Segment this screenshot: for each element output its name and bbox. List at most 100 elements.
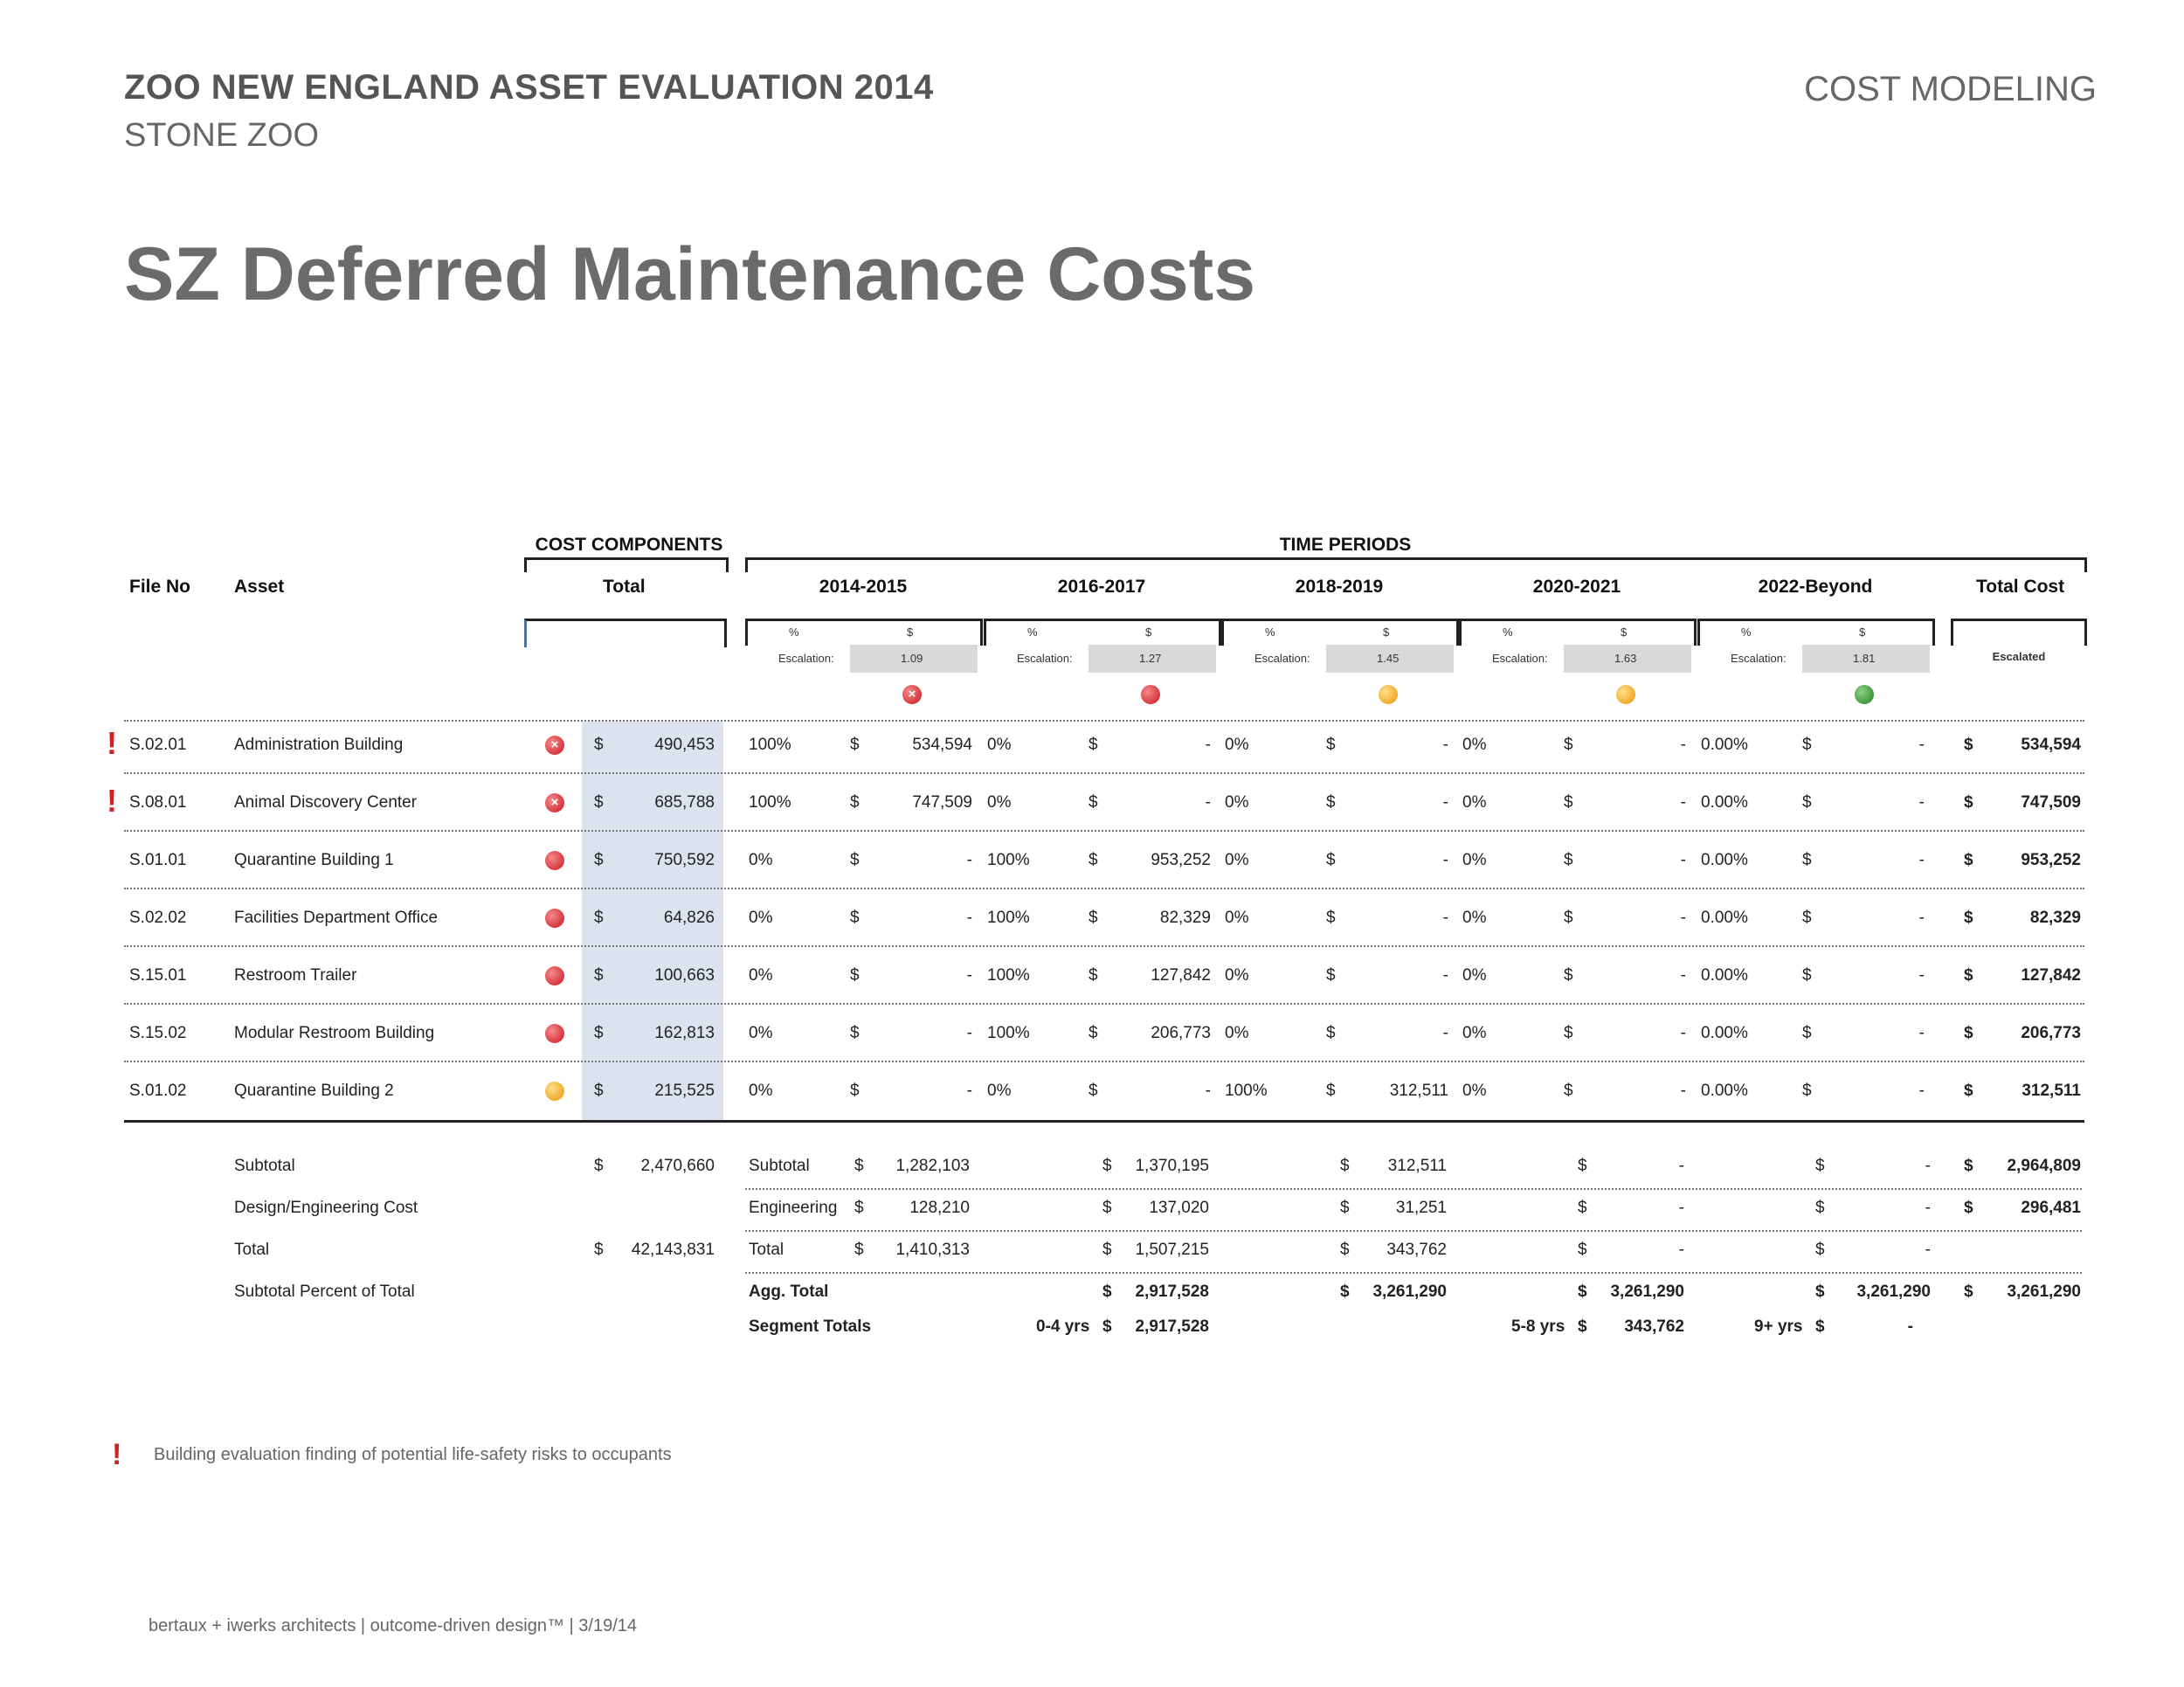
p5-segment-value: - bbox=[1907, 1317, 1913, 1336]
row-S-02-01-p4-pct: 0% bbox=[1462, 736, 1487, 754]
table-bottom-rule bbox=[124, 1120, 2084, 1123]
tc-summary-value-2: 3,261,290 bbox=[2007, 1283, 2081, 1301]
row-S-01-02-p3-value: 312,511 bbox=[1389, 1082, 1448, 1100]
p5-summary-value-2: - bbox=[1925, 1241, 1931, 1259]
row-S-01-01-p4-value: - bbox=[1680, 851, 1686, 869]
row-S-15-01-p4-value: - bbox=[1680, 966, 1686, 985]
period-5-label: 2022-Beyond bbox=[1758, 577, 1873, 597]
row-S-02-02-p1-pct: 0% bbox=[749, 909, 773, 927]
p4-summary-dollar-3: $ bbox=[1578, 1283, 1587, 1301]
period-2-dollar-symbol: $ bbox=[1145, 626, 1152, 639]
row-S-02-01-total-dollar: $ bbox=[594, 736, 604, 754]
row-S-15-01-p1-dollar: $ bbox=[850, 966, 860, 985]
row-S-15-02-p2-value: 206,773 bbox=[1151, 1024, 1211, 1042]
row-S-02-01-p2-dollar: $ bbox=[1089, 736, 1098, 754]
summary-total-grand-dollar: $ bbox=[594, 1241, 604, 1259]
row-S-01-01-p2-pct: 100% bbox=[987, 851, 1030, 869]
summary-divider-2 bbox=[745, 1272, 2082, 1274]
row-S-02-02-p1-value: - bbox=[966, 909, 972, 927]
p5-segment-dollar: $ bbox=[1815, 1317, 1825, 1336]
row-S-15-02-divider bbox=[124, 1061, 2084, 1062]
row-S-01-01-p1-dollar: $ bbox=[850, 851, 860, 869]
row-S-02-01-alert-icon: ! bbox=[107, 725, 117, 761]
row-S-01-01-p1-value: - bbox=[966, 851, 972, 869]
row-S-01-01-total-dollar: $ bbox=[594, 851, 604, 869]
row-S-02-01-p5-dollar: $ bbox=[1802, 736, 1812, 754]
period-5-escalation-label: Escalation: bbox=[1731, 652, 1787, 665]
row-S-02-01-p1-value: 534,594 bbox=[912, 736, 972, 754]
row-S-15-02-asset: Modular Restroom Building bbox=[234, 1024, 435, 1042]
row-S-02-02-total-cost-dollar: $ bbox=[1964, 909, 1973, 927]
row-S-08-01-p2-value: - bbox=[1205, 793, 1211, 812]
row-S-15-02-p1-dollar: $ bbox=[850, 1024, 860, 1042]
row-S-02-02-p5-value: - bbox=[1918, 909, 1925, 927]
total-column-shade bbox=[582, 722, 723, 1120]
period-4-factor-shade bbox=[1564, 645, 1691, 673]
row-S-08-01-alert-icon: ! bbox=[107, 783, 117, 819]
summary-total-label: Total bbox=[234, 1241, 270, 1259]
row-S-08-01-total: 685,788 bbox=[654, 793, 715, 812]
period-3-pct-symbol: % bbox=[1265, 626, 1275, 639]
row-S-08-01-p1-pct: 100% bbox=[749, 793, 791, 812]
p1-summary-label-2: Total bbox=[749, 1241, 784, 1259]
col-asset: Asset bbox=[234, 577, 285, 597]
period-1-status-icon: × bbox=[902, 685, 922, 704]
row-S-15-02-p5-value: - bbox=[1918, 1024, 1925, 1042]
period-1-label: 2014-2015 bbox=[819, 577, 908, 597]
row-S-15-02-status-icon bbox=[545, 1024, 564, 1043]
row-S-15-01-p2-value: 127,842 bbox=[1151, 966, 1211, 985]
p5-summary-dollar-0: $ bbox=[1815, 1157, 1825, 1175]
p1-summary-dollar-2: $ bbox=[854, 1241, 864, 1259]
row-S-08-01-p4-dollar: $ bbox=[1564, 793, 1573, 812]
row-S-02-02-p1-dollar: $ bbox=[850, 909, 860, 927]
period-2-status-icon bbox=[1141, 685, 1160, 704]
period-4-escalation-label: Escalation: bbox=[1492, 652, 1548, 665]
p1-summary-value-2: 1,410,313 bbox=[895, 1241, 970, 1259]
row-S-08-01-p2-pct: 0% bbox=[987, 793, 1012, 812]
row-S-08-01-status-icon: × bbox=[545, 793, 564, 812]
p3-summary-dollar-1: $ bbox=[1340, 1199, 1350, 1217]
period-2-escalation-label: Escalation: bbox=[1017, 652, 1073, 665]
p3-summary-value-0: 312,511 bbox=[1387, 1157, 1447, 1175]
period-4-status-icon bbox=[1616, 685, 1635, 704]
summary-divider-0 bbox=[745, 1188, 2082, 1190]
row-S-02-02-p4-dollar: $ bbox=[1564, 909, 1573, 927]
row-S-08-01-p4-value: - bbox=[1680, 793, 1686, 812]
row-S-15-02-total-dollar: $ bbox=[594, 1024, 604, 1042]
row-S-01-01-status-icon bbox=[545, 851, 564, 870]
p4-summary-value-0: - bbox=[1678, 1157, 1684, 1175]
period-3-escalation-label: Escalation: bbox=[1254, 652, 1310, 665]
alert-icon: ! bbox=[112, 1438, 122, 1471]
period-5-header-box bbox=[1697, 619, 1935, 646]
row-S-15-02-p2-dollar: $ bbox=[1089, 1024, 1098, 1042]
tc-summary-dollar-0: $ bbox=[1964, 1157, 1973, 1175]
period-4-factor: 1.63 bbox=[1614, 652, 1637, 665]
period-1-factor-shade bbox=[850, 645, 978, 673]
row-S-02-01-status-icon: × bbox=[545, 736, 564, 755]
p3-summary-dollar-0: $ bbox=[1340, 1157, 1350, 1175]
row-S-01-01-p5-value: - bbox=[1918, 851, 1925, 869]
p4-segment-value: 343,762 bbox=[1624, 1317, 1684, 1336]
row-S-02-02-p4-value: - bbox=[1680, 909, 1686, 927]
row-S-08-01-p3-pct: 0% bbox=[1225, 793, 1249, 812]
row-S-08-01-p1-value: 747,509 bbox=[912, 793, 972, 812]
row-S-01-01-p1-pct: 0% bbox=[749, 851, 773, 869]
period-3-status-icon bbox=[1379, 685, 1398, 704]
row-S-01-02-p2-value: - bbox=[1205, 1082, 1211, 1100]
period-5-status-icon bbox=[1855, 685, 1874, 704]
row-S-01-02-status-icon bbox=[545, 1082, 564, 1101]
p1-summary-label-3: Agg. Total bbox=[749, 1283, 829, 1301]
row-S-01-02-total-cost: 312,511 bbox=[2022, 1082, 2081, 1100]
row-S-01-02-p1-pct: 0% bbox=[749, 1082, 773, 1100]
row-S-02-01-asset: Administration Building bbox=[234, 736, 404, 754]
row-S-02-01-p3-pct: 0% bbox=[1225, 736, 1249, 754]
period-3-factor: 1.45 bbox=[1377, 652, 1400, 665]
row-S-01-01-p5-dollar: $ bbox=[1802, 851, 1812, 869]
p5-summary-value-3: 3,261,290 bbox=[1856, 1283, 1931, 1301]
p1-summary-label-4: Segment Totals bbox=[749, 1317, 872, 1336]
row-S-08-01-p4-pct: 0% bbox=[1462, 793, 1487, 812]
p1-summary-dollar-0: $ bbox=[854, 1157, 864, 1175]
row-S-01-01-p3-pct: 0% bbox=[1225, 851, 1249, 869]
row-S-15-01-total: 100,663 bbox=[654, 966, 715, 985]
row-S-08-01-p5-dollar: $ bbox=[1802, 793, 1812, 812]
